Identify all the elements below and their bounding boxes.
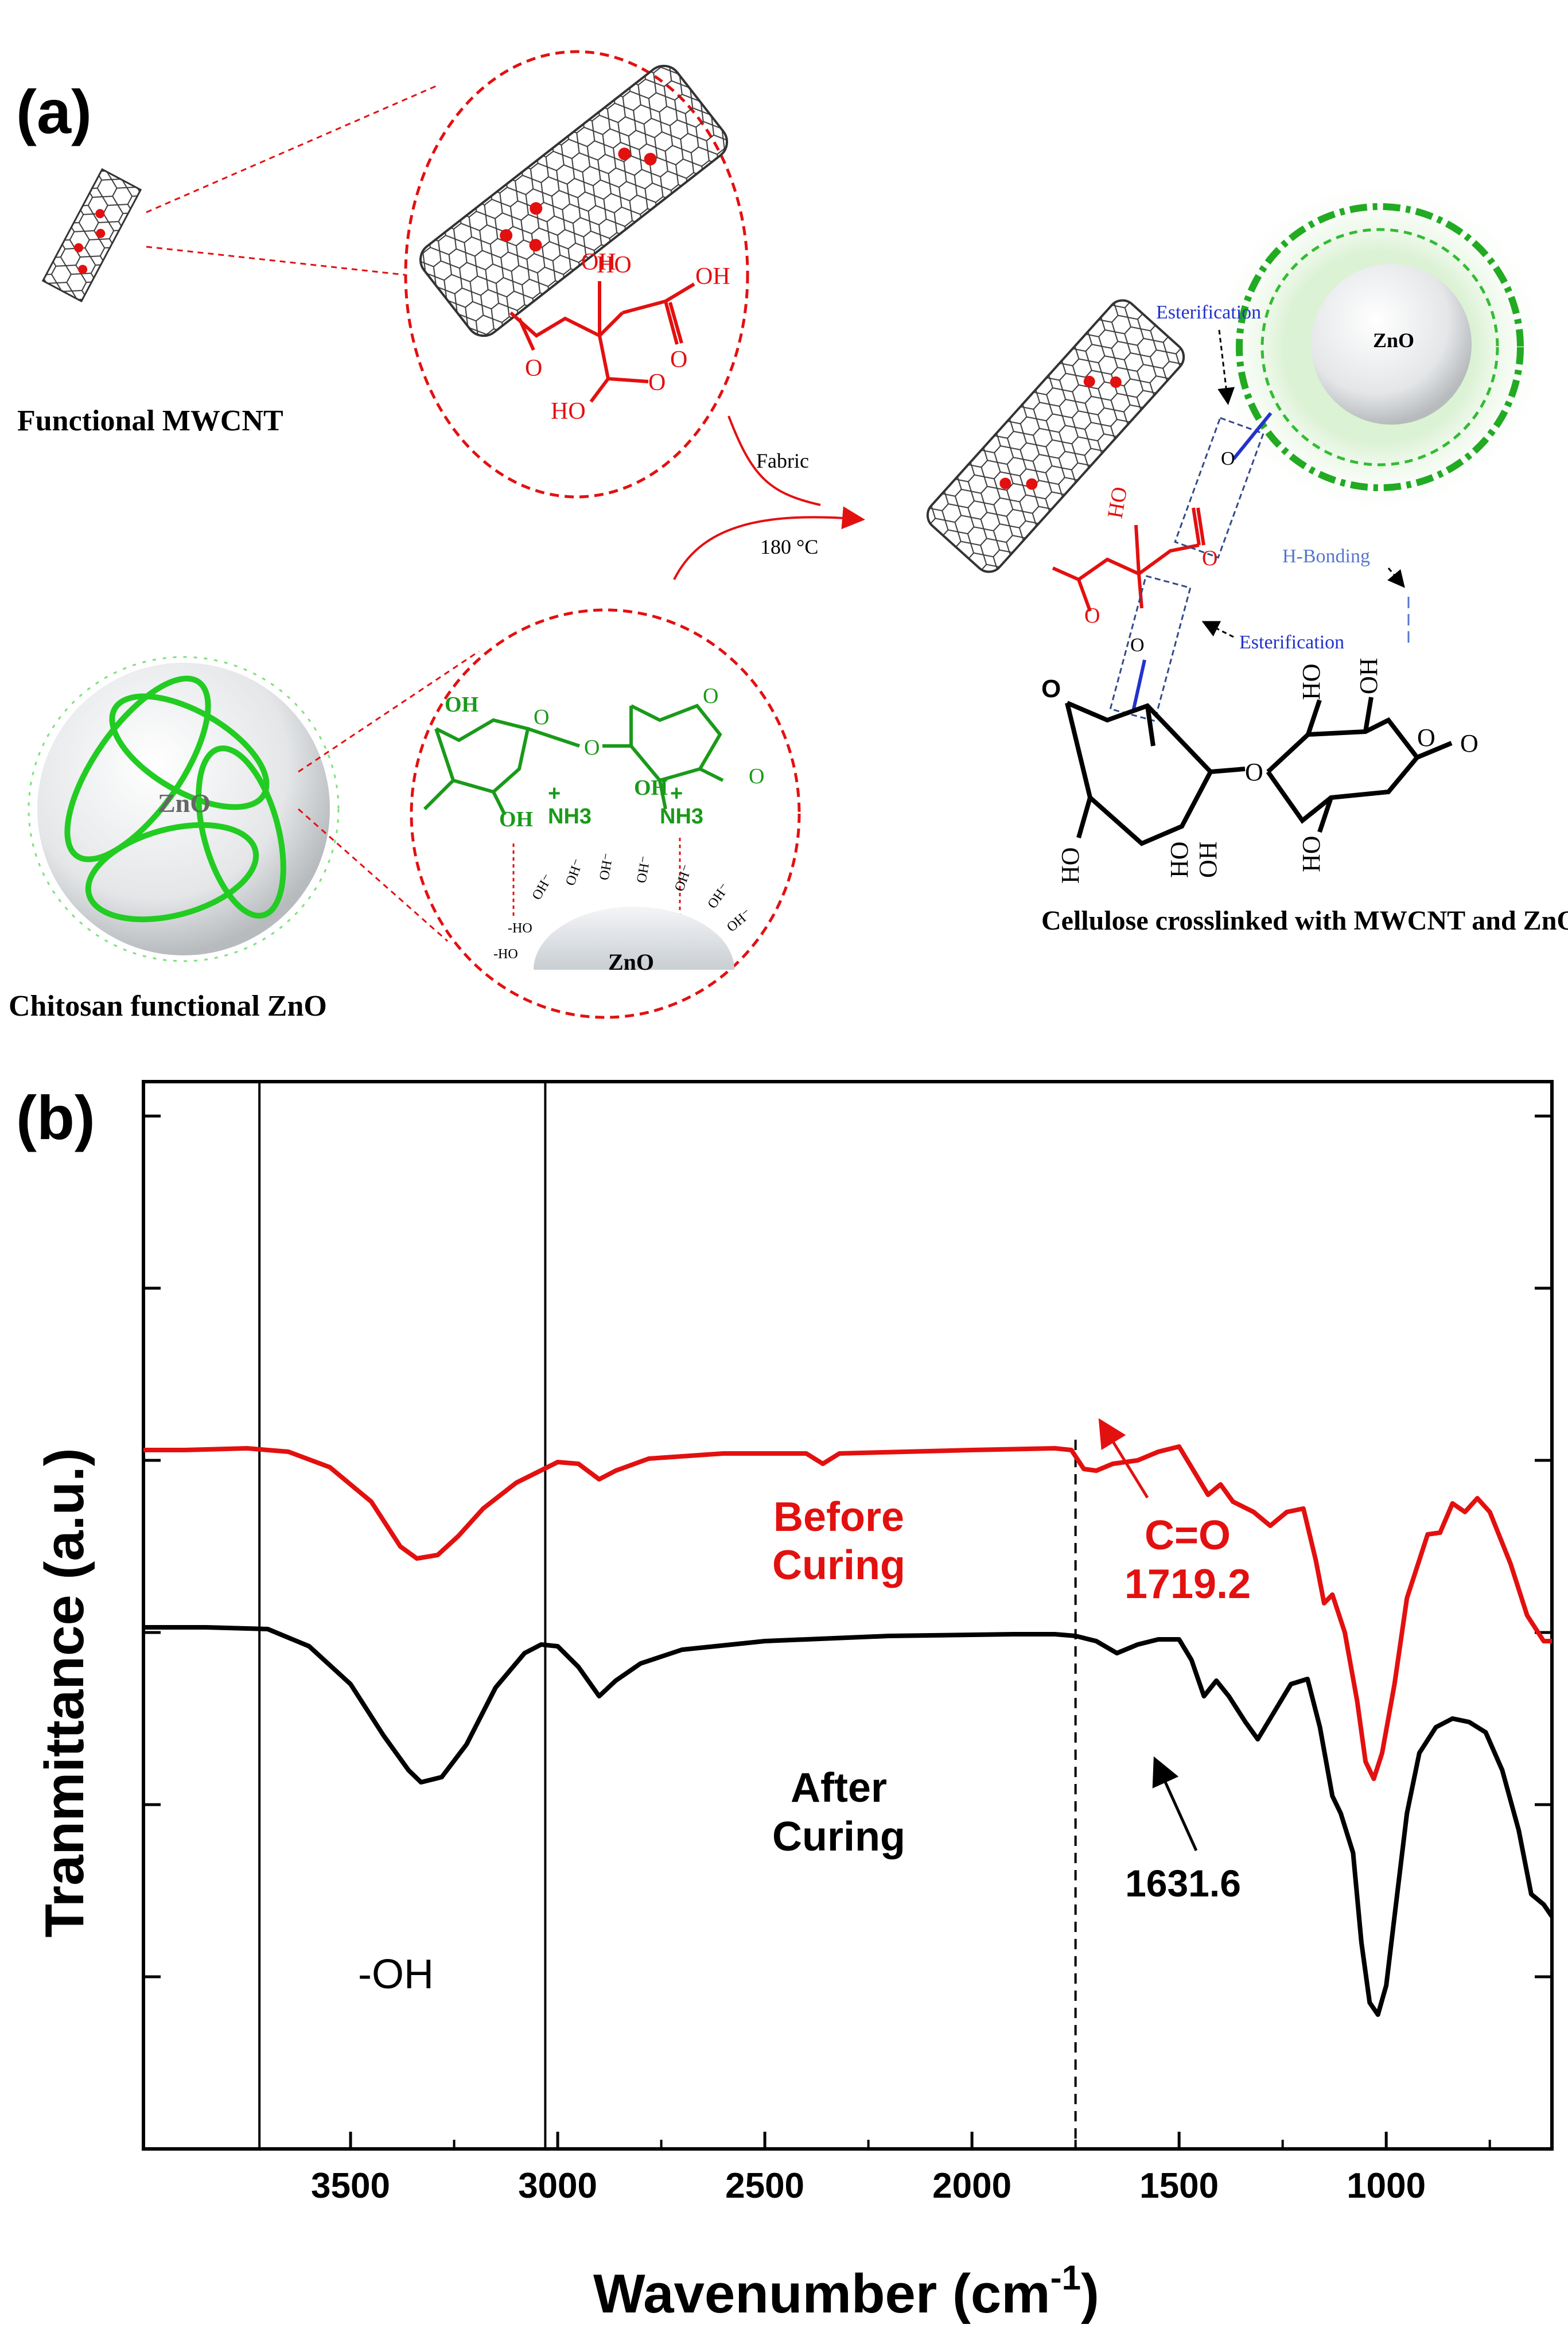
chitosan-oh-1: OH: [445, 693, 478, 717]
product-o-3: O: [1221, 448, 1235, 469]
cellulose-ho-2: HO: [1165, 841, 1193, 878]
cellulose-o-1: O: [1041, 675, 1061, 703]
peak-arrow: [1152, 1756, 1198, 1852]
plot-frame: [142, 1080, 1554, 2151]
x-tick-label-3000: 3000: [518, 2166, 597, 2206]
chitosan-oh-3: OH: [634, 776, 668, 800]
x-tick-label-1500: 1500: [1139, 2166, 1219, 2206]
cellulose-o-2: O: [1245, 758, 1263, 786]
x-axis-label-main: Wavenumber (cm: [593, 2263, 1050, 2325]
x-axis-label: Wavenumber (cm-1): [593, 2259, 1099, 2325]
citric-o-right: O: [670, 347, 687, 373]
after-curing-label-2: Curing: [772, 1814, 905, 1860]
cellulose-ho-1: HO: [1056, 847, 1084, 884]
x-tick-label-2500: 2500: [725, 2166, 804, 2206]
cellulose-o-4: O: [1417, 724, 1435, 752]
chitosan-o-3: O: [703, 684, 718, 708]
chitosan-o-2: O: [584, 736, 600, 760]
cellulose-structure: [1065, 697, 1453, 846]
co-label-2: 1719.2: [1125, 1561, 1251, 1607]
zoom-nanotube-icon: [419, 64, 729, 337]
zno-half-sphere: [534, 907, 734, 970]
cellulose-o-3: O: [1460, 729, 1478, 757]
cellulose-ho-4: HO: [1297, 835, 1325, 872]
zoom-zno-label: ZnO: [608, 949, 654, 975]
cellulose-oh-1: OH: [1194, 841, 1222, 878]
mwcnt-caption: Functional MWCNT: [17, 405, 283, 437]
product-o-4: O: [1130, 635, 1145, 656]
arrow-text-fabric: Fabric: [756, 449, 809, 472]
y-axis-label: Tranmittance (a.u.): [34, 1448, 95, 1938]
before-curing-label-2: Curing: [772, 1542, 905, 1588]
chitosan-nh3-plus-2: +: [670, 782, 683, 806]
citric-oh-top: OH: [581, 249, 616, 275]
citric-o-left: O: [525, 355, 542, 382]
citric-acid-structure: [509, 281, 695, 403]
product-nanotube-icon: [926, 299, 1185, 573]
product-caption: Cellulose crosslinked with MWCNT and ZnO: [1041, 905, 1568, 936]
x-axis-label-close: ): [1081, 2263, 1099, 2325]
series-line-after-curing: [143, 1625, 1554, 2017]
esterification-label-2: Esterification: [1239, 632, 1344, 653]
citric-ho-bottom: HO: [551, 398, 586, 425]
ho-minus-2: -HO: [493, 947, 518, 962]
ho-minus-1: -HO: [508, 921, 532, 936]
cellulose-oh-2: OH: [1355, 658, 1383, 694]
citric-oh-right: OH: [695, 263, 730, 290]
h-bonding-label: H-Bonding: [1282, 546, 1370, 567]
chitosan-nh3-1: NH3: [548, 804, 592, 829]
chitosan-nh3-plus-1: +: [548, 782, 561, 806]
chitosan-oh-2: OH: [499, 807, 533, 831]
mwcnt-zoom-circle: OH HO OH O O HO O: [404, 50, 749, 499]
series-line-before-curing: [143, 1444, 1552, 1781]
x-axis-label-sup: -1: [1050, 2259, 1081, 2297]
after-curing-label-1: After: [791, 1765, 887, 1811]
esterification-label-1: Esterification: [1156, 302, 1261, 323]
co-label-1: C=O: [1145, 1513, 1231, 1558]
panel-b: (b) 3500 3000 2500 2000 1500 1000 Tranmittanc…: [16, 1080, 1554, 2325]
chitosan-zno-sphere: ZnO: [28, 656, 340, 962]
product-ho: HO: [1103, 485, 1133, 520]
chitosan-nh3-2: NH3: [660, 804, 703, 829]
panel-a-label: (a): [16, 77, 92, 146]
x-tick-label-2000: 2000: [932, 2166, 1011, 2206]
chitosan-zoom-circle: OH O O O O OH OH NH3 + NH3 + ZnO OH⁻ OH⁻…: [410, 608, 801, 1019]
arrow-text-temperature: 180 °C: [760, 535, 818, 558]
panel-b-label: (b): [16, 1083, 95, 1152]
small-mwcnt-icon: [41, 168, 142, 302]
product-structure: ZnO HO O O O O Esterifi: [926, 175, 1568, 936]
ftir-chart: 3500 3000 2500 2000 1500 1000: [142, 1080, 1554, 2206]
chitosan-caption: Chitosan functional ZnO: [9, 990, 327, 1023]
product-zno-label: ZnO: [1373, 329, 1414, 352]
reaction-arrow-2: [673, 506, 865, 580]
product-citric: [1052, 507, 1205, 612]
chitosan-o-1: O: [534, 705, 549, 729]
citric-o-bottom: O: [648, 370, 666, 396]
oh-label: -OH: [358, 1952, 434, 1997]
x-tick-label-3500: 3500: [311, 2166, 390, 2206]
panel-a: (a) Functional MWCNT: [9, 50, 1568, 1023]
reaction-arrow: [727, 415, 821, 506]
product-o-2: O: [1202, 546, 1217, 570]
co-arrow: [1098, 1418, 1149, 1499]
chitosan-o-4: O: [749, 764, 764, 788]
cellulose-ho-3: HO: [1297, 663, 1325, 700]
x-tick-label-1000: 1000: [1347, 2166, 1426, 2206]
product-o-1: O: [1084, 604, 1100, 628]
peak-label-1631: 1631.6: [1125, 1862, 1241, 1904]
chitosan-structure: [423, 703, 724, 816]
sphere-zno-label: ZnO: [158, 788, 211, 818]
citric-ho: HO: [597, 252, 632, 278]
before-curing-label-1: Before: [773, 1494, 904, 1540]
